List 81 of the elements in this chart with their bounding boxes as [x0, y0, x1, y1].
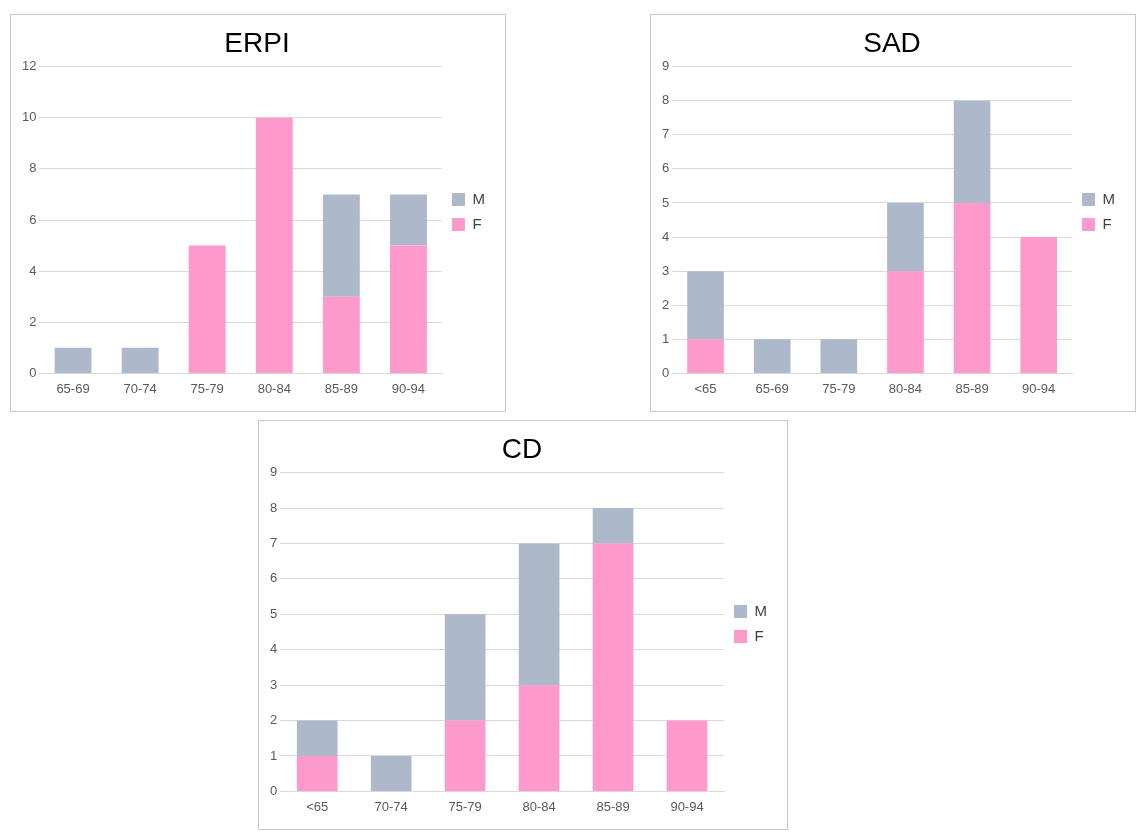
bar [322, 296, 360, 373]
bar [188, 245, 226, 373]
x-tick-label: 65-69 [56, 380, 90, 396]
y-tick-label: 4 [662, 228, 670, 244]
bar [666, 720, 708, 791]
y-tick-label: 8 [29, 160, 37, 176]
bar [390, 194, 427, 246]
y-tick-label: 0 [662, 364, 670, 380]
bar [370, 755, 412, 791]
y-tick-label: 0 [270, 782, 278, 798]
bar [953, 202, 991, 373]
x-tick-label: 80-84 [888, 380, 923, 396]
bar [518, 543, 560, 686]
x-tick-label: 90-94 [1022, 380, 1056, 396]
bar [255, 117, 293, 373]
y-tick-label: 6 [662, 160, 670, 176]
y-tick-label: 12 [21, 58, 37, 74]
y-tick-label: 8 [662, 92, 670, 108]
bar [444, 614, 486, 721]
y-tick-label: 4 [270, 641, 278, 657]
y-tick-label: 7 [270, 535, 278, 551]
x-tick-label: <65 [694, 380, 717, 396]
bar [444, 720, 486, 791]
legend-label: M [1102, 189, 1115, 207]
y-tick-label: 10 [21, 109, 37, 125]
y-tick-label: 7 [662, 126, 670, 142]
x-tick-label: 75-79 [190, 380, 224, 396]
x-tick-label: 90-94 [391, 380, 426, 396]
x-tick-label: 65-69 [755, 380, 789, 396]
bar [54, 347, 92, 373]
bar [753, 339, 791, 373]
bar [121, 347, 159, 373]
bar [592, 508, 634, 544]
y-tick-label: 2 [270, 712, 278, 728]
bar [592, 543, 634, 791]
bar [887, 202, 924, 272]
x-tick-label: 80-84 [522, 798, 556, 814]
y-tick-label: 9 [662, 58, 670, 74]
y-tick-label: 1 [270, 747, 278, 763]
chart-title: SAD [863, 26, 921, 58]
chart-title: ERPI [224, 26, 290, 58]
bar [953, 100, 991, 203]
bar [296, 720, 338, 756]
y-tick-label: 2 [662, 296, 670, 312]
y-tick-label: 6 [29, 211, 37, 227]
y-tick-label: 3 [270, 676, 278, 692]
y-tick-label: 6 [270, 570, 278, 586]
legend-label: M [754, 601, 767, 619]
bar [322, 194, 360, 297]
y-tick-label: 0 [29, 364, 37, 380]
x-tick-label: 80-84 [257, 380, 291, 396]
legend-label: F [472, 214, 482, 232]
y-tick-label: 4 [29, 262, 37, 278]
bar [887, 271, 924, 373]
bar [820, 339, 858, 373]
x-tick-label: 90-94 [670, 798, 704, 814]
x-tick-label: 70-74 [123, 380, 157, 396]
bar [296, 755, 338, 791]
bar [1020, 237, 1058, 373]
x-tick-label: 75-79 [448, 798, 482, 814]
bar [390, 245, 427, 373]
x-tick-label: 70-74 [374, 798, 408, 814]
y-tick-label: 5 [270, 605, 278, 621]
bar [518, 685, 560, 791]
bar [687, 339, 724, 373]
y-tick-label: 8 [270, 499, 278, 515]
x-tick-label: <65 [306, 798, 329, 814]
x-tick-label: 85-89 [596, 798, 630, 814]
y-tick-label: 1 [662, 330, 670, 346]
x-tick-label: 85-89 [955, 380, 989, 396]
legend-label: M [472, 189, 485, 207]
y-tick-label: 5 [662, 194, 670, 210]
x-tick-label: 85-89 [324, 380, 358, 396]
y-tick-label: 9 [270, 464, 278, 480]
y-tick-label: 3 [662, 262, 670, 278]
legend-label: F [1102, 214, 1112, 232]
bar [687, 271, 724, 340]
chart-title: CD [501, 432, 543, 464]
legend-label: F [754, 626, 764, 644]
x-tick-label: 75-79 [822, 380, 856, 396]
y-tick-label: 2 [29, 313, 37, 329]
